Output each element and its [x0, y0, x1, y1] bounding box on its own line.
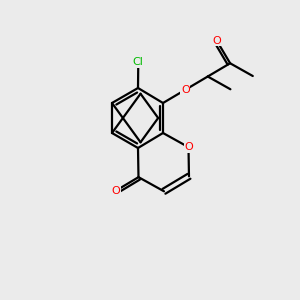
Text: O: O — [184, 142, 193, 152]
Text: O: O — [181, 85, 190, 95]
Text: Cl: Cl — [133, 57, 144, 67]
Text: O: O — [112, 185, 121, 196]
Text: O: O — [212, 36, 221, 46]
